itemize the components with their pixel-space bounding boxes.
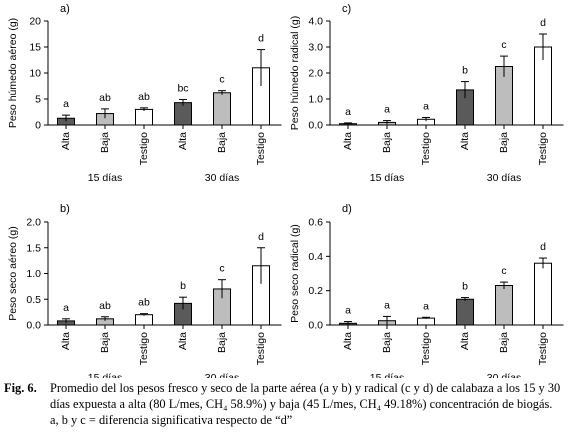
y-tick-label: 0.0 — [308, 320, 323, 332]
category-label: Testigo — [255, 132, 267, 165]
y-axis-title: Peso seco aéreo (g) — [7, 226, 19, 321]
category-label: Alta — [459, 132, 471, 150]
group-label: 15 días — [370, 172, 404, 184]
y-axis-title: Peso húmedo aéreo (g) — [7, 18, 19, 128]
significance-letter: ab — [138, 91, 150, 103]
category-label: Testigo — [537, 132, 549, 165]
chart-panel-1: c) 0.0 1.0 2.0 3.0 4.0 Peso húmedo radical (g)… — [289, 3, 564, 184]
category-label: Baja — [381, 332, 393, 353]
group-label: 15 días — [88, 172, 122, 184]
y-axis-title: Peso seco radical (g) — [289, 224, 301, 323]
category-label: Baja — [99, 132, 111, 153]
figure-panels: a) 0 5 10 15 20 Peso húmedo aéreo (g) a Alta ab Ba… — [7, 3, 564, 384]
y-tick-label: 0.4 — [308, 251, 323, 263]
bar — [456, 298, 474, 326]
y-tick-label: 4.0 — [308, 16, 323, 28]
category-label: Baja — [381, 132, 393, 153]
significance-letter: d — [540, 17, 546, 29]
y-tick-label: 10 — [29, 68, 41, 80]
bar — [174, 102, 192, 126]
y-tick-label: 2.0 — [308, 68, 323, 80]
significance-letter: a — [423, 300, 429, 312]
figure-caption: Fig. 6. Promedio del los pesos fresco y … — [4, 380, 564, 428]
category-label: Alta — [60, 332, 72, 350]
chart-panel-0: a) 0 5 10 15 20 Peso húmedo aéreo (g) a Alta ab Ba… — [7, 3, 282, 184]
group-label: 30 días — [205, 172, 239, 184]
category-label: Baja — [498, 132, 510, 153]
bar — [135, 314, 153, 326]
y-tick-label: 0.5 — [26, 294, 41, 306]
y-tick-label: 5 — [35, 94, 41, 106]
bar — [417, 317, 435, 326]
y-tick-label: 15 — [29, 42, 41, 54]
significance-letter: b — [462, 281, 468, 293]
significance-letter: c — [501, 39, 506, 51]
y-tick-label: 0.2 — [308, 285, 323, 297]
y-tick-label: 0.0 — [308, 120, 323, 132]
group-label: 30 días — [205, 372, 239, 378]
y-tick-label: 0.0 — [26, 320, 41, 332]
category-label: Testigo — [420, 332, 432, 365]
y-tick-label: 1.5 — [26, 242, 41, 254]
significance-letter: d — [258, 33, 264, 45]
category-label: Baja — [99, 332, 111, 353]
category-label: Testigo — [255, 332, 267, 365]
significance-letter: d — [540, 241, 546, 253]
y-tick-label: 0 — [35, 120, 41, 132]
category-label: Alta — [60, 132, 72, 150]
y-tick-label: 1.0 — [308, 94, 323, 106]
significance-letter: c — [219, 74, 224, 86]
group-label: 30 días — [487, 372, 521, 378]
significance-letter: a — [423, 100, 429, 112]
significance-letter: ab — [99, 92, 111, 104]
category-label: Testigo — [420, 132, 432, 165]
bar — [495, 285, 513, 326]
y-tick-label: 3.0 — [308, 42, 323, 54]
significance-letter: c — [501, 265, 506, 277]
group-label: 30 días — [487, 172, 521, 184]
significance-letter: a — [63, 302, 69, 314]
significance-letter: b — [180, 280, 186, 292]
category-label: Alta — [177, 332, 189, 350]
significance-letter: b — [462, 65, 468, 77]
y-tick-label: 20 — [29, 16, 41, 28]
panel-label: d) — [342, 203, 352, 215]
category-label: Alta — [459, 332, 471, 350]
y-tick-label: 0.6 — [308, 217, 323, 229]
y-tick-label: 2.0 — [26, 217, 41, 229]
category-label: Baja — [498, 332, 510, 353]
significance-letter: c — [219, 263, 224, 275]
panel-label: c) — [342, 3, 351, 15]
category-label: Testigo — [537, 332, 549, 365]
significance-letter: a — [345, 305, 351, 317]
chart-panel-2: b) 0.0 0.5 1.0 1.5 2.0 Peso seco aéreo (g) a Alt… — [7, 203, 282, 384]
panel-label: b) — [60, 203, 70, 215]
significance-letter: d — [258, 231, 264, 243]
chart-panel-3: d) 0.0 0.2 0.4 0.6 Peso seco radical (g) a Alta… — [289, 203, 564, 384]
bar — [135, 108, 153, 126]
caption-label: Fig. 6. — [4, 381, 37, 395]
category-label: Testigo — [138, 132, 150, 165]
significance-letter: a — [384, 104, 390, 116]
panel-label: a) — [60, 3, 70, 15]
group-label: 15 días — [88, 372, 122, 378]
category-label: Baja — [216, 332, 228, 353]
significance-letter: a — [63, 98, 69, 110]
category-label: Alta — [177, 132, 189, 150]
significance-letter: a — [345, 106, 351, 118]
significance-letter: a — [384, 299, 390, 311]
significance-letter: bc — [177, 83, 188, 95]
category-label: Testigo — [138, 332, 150, 365]
y-axis-title: Peso húmedo radical (g) — [289, 16, 301, 130]
category-label: Baja — [216, 132, 228, 153]
significance-letter: ab — [99, 300, 111, 312]
group-label: 15 días — [370, 372, 404, 378]
caption-text: Promedio del los pesos fresco y seco de … — [50, 381, 561, 427]
bar — [213, 92, 231, 126]
category-label: Alta — [342, 332, 354, 350]
bar — [534, 262, 552, 326]
significance-letter: ab — [138, 297, 150, 309]
y-tick-label: 1.0 — [26, 268, 41, 280]
category-label: Alta — [342, 132, 354, 150]
